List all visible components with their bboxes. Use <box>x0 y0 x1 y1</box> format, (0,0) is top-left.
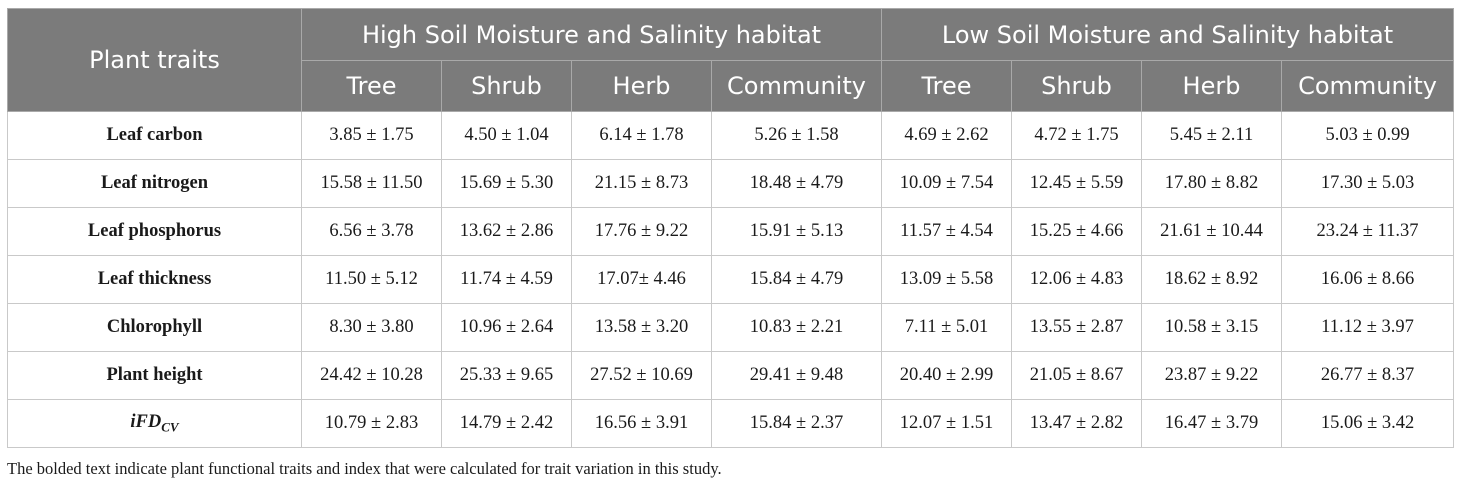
table-cell: 17.07± 4.46 <box>571 255 712 304</box>
table-cell: 15.84 ± 2.37 <box>711 399 882 448</box>
table-cell: 7.11 ± 5.01 <box>881 303 1012 352</box>
table-cell: 11.12 ± 3.97 <box>1280 303 1455 352</box>
table-cell: 18.62 ± 8.92 <box>1141 255 1282 304</box>
table-cell: 15.06 ± 3.42 <box>1280 399 1455 448</box>
table-cell: 11.50 ± 5.12 <box>301 255 442 304</box>
table-cell: 12.06 ± 4.83 <box>1011 255 1142 304</box>
table-body: Leaf carbon 3.85 ± 1.75 4.50 ± 1.04 6.14 ± … <box>7 111 1455 448</box>
table-row: Leaf thickness 11.50 ± 5.12 11.74 ± 4.59 17… <box>7 255 1455 304</box>
table-row: Leaf phosphorus 6.56 ± 3.78 13.62 ± 2.86 17… <box>7 207 1455 256</box>
table-cell: 16.06 ± 8.66 <box>1280 255 1455 304</box>
table-cell: 21.61 ± 10.44 <box>1141 207 1282 256</box>
table-cell: 13.47 ± 2.82 <box>1011 399 1142 448</box>
table-cell: 13.62 ± 2.86 <box>441 207 572 256</box>
table-cell: 14.79 ± 2.42 <box>441 399 572 448</box>
table-cell: 10.79 ± 2.83 <box>301 399 442 448</box>
trait-label: Chlorophyll <box>7 303 302 352</box>
trait-label: Leaf carbon <box>7 111 302 160</box>
trait-label: iFDCV <box>7 399 302 448</box>
table-container: Plant traits High Soil Moisture and Sali… <box>7 8 1455 448</box>
group-header-high: High Soil Moisture and Salinity habitat <box>301 8 882 61</box>
group-header-low: Low Soil Moisture and Salinity habitat <box>880 8 1455 61</box>
table-cell: 5.26 ± 1.58 <box>711 111 882 160</box>
table-cell: 23.24 ± 11.37 <box>1280 207 1455 256</box>
trait-label: Leaf nitrogen <box>7 159 302 208</box>
table-cell: 21.15 ± 8.73 <box>571 159 712 208</box>
sub-header: Community <box>1280 60 1455 112</box>
table-row: Chlorophyll 8.30 ± 3.80 10.96 ± 2.64 13.58 … <box>7 303 1455 352</box>
table-cell: 6.14 ± 1.78 <box>571 111 712 160</box>
table-cell: 4.69 ± 2.62 <box>881 111 1012 160</box>
sub-header: Herb <box>571 60 712 112</box>
table-cell: 10.83 ± 2.21 <box>711 303 882 352</box>
table-cell: 13.58 ± 3.20 <box>571 303 712 352</box>
table-cell: 16.56 ± 3.91 <box>571 399 712 448</box>
table-cell: 11.57 ± 4.54 <box>881 207 1012 256</box>
table-cell: 12.07 ± 1.51 <box>881 399 1012 448</box>
table-cell: 24.42 ± 10.28 <box>301 351 442 400</box>
table-cell: 15.91 ± 5.13 <box>711 207 882 256</box>
trait-label: Plant height <box>7 351 302 400</box>
table-row: Leaf carbon 3.85 ± 1.75 4.50 ± 1.04 6.14 ± … <box>7 111 1455 160</box>
table-cell: 23.87 ± 9.22 <box>1141 351 1282 400</box>
table-cell: 10.09 ± 7.54 <box>881 159 1012 208</box>
table-footnote: The bolded text indicate plant functiona… <box>7 459 722 478</box>
sub-header: Community <box>711 60 882 112</box>
table-cell: 20.40 ± 2.99 <box>881 351 1012 400</box>
table-cell: 17.80 ± 8.82 <box>1141 159 1282 208</box>
table-cell: 16.47 ± 3.79 <box>1141 399 1282 448</box>
table-cell: 25.33 ± 9.65 <box>441 351 572 400</box>
table-cell: 17.30 ± 5.03 <box>1280 159 1455 208</box>
table-cell: 26.77 ± 8.37 <box>1280 351 1455 400</box>
sub-header: Tree <box>301 60 442 112</box>
table-cell: 18.48 ± 4.79 <box>711 159 882 208</box>
table-row: iFDCV 10.79 ± 2.83 14.79 ± 2.42 16.56 ± … <box>7 399 1455 448</box>
table-cell: 6.56 ± 3.78 <box>301 207 442 256</box>
table-cell: 10.58 ± 3.15 <box>1141 303 1282 352</box>
sub-header: Shrub <box>441 60 572 112</box>
table-cell: 4.50 ± 1.04 <box>441 111 572 160</box>
table-cell: 15.25 ± 4.66 <box>1011 207 1142 256</box>
sub-header: Herb <box>1141 60 1282 112</box>
table-cell: 17.76 ± 9.22 <box>571 207 712 256</box>
table-cell: 15.58 ± 11.50 <box>301 159 442 208</box>
sub-header: Tree <box>881 60 1012 112</box>
table-cell: 21.05 ± 8.67 <box>1011 351 1142 400</box>
trait-label-main: iFD <box>130 411 162 432</box>
trait-label-subscript: CV <box>161 419 179 435</box>
table-cell: 13.09 ± 5.58 <box>881 255 1012 304</box>
table-row: Leaf nitrogen 15.58 ± 11.50 15.69 ± 5.30 21… <box>7 159 1455 208</box>
table-cell: 10.96 ± 2.64 <box>441 303 572 352</box>
table-cell: 15.84 ± 4.79 <box>711 255 882 304</box>
table-cell: 11.74 ± 4.59 <box>441 255 572 304</box>
sub-header: Shrub <box>1011 60 1142 112</box>
plant-traits-table: Plant traits High Soil Moisture and Sali… <box>7 8 1455 448</box>
trait-label: Leaf phosphorus <box>7 207 302 256</box>
table-row: Plant height 24.42 ± 10.28 25.33 ± 9.65 27.… <box>7 351 1455 400</box>
table-cell: 13.55 ± 2.87 <box>1011 303 1142 352</box>
table-cell: 27.52 ± 10.69 <box>571 351 712 400</box>
corner-header: Plant traits <box>7 8 302 112</box>
table-cell: 4.72 ± 1.75 <box>1011 111 1142 160</box>
table-cell: 8.30 ± 3.80 <box>301 303 442 352</box>
table-cell: 12.45 ± 5.59 <box>1011 159 1142 208</box>
trait-label: Leaf thickness <box>7 255 302 304</box>
table-cell: 29.41 ± 9.48 <box>711 351 882 400</box>
table-cell: 15.69 ± 5.30 <box>441 159 572 208</box>
table-cell: 3.85 ± 1.75 <box>301 111 442 160</box>
table-cell: 5.45 ± 2.11 <box>1141 111 1282 160</box>
table-cell: 5.03 ± 0.99 <box>1280 111 1455 160</box>
table-header: Plant traits High Soil Moisture and Sali… <box>7 8 1455 112</box>
